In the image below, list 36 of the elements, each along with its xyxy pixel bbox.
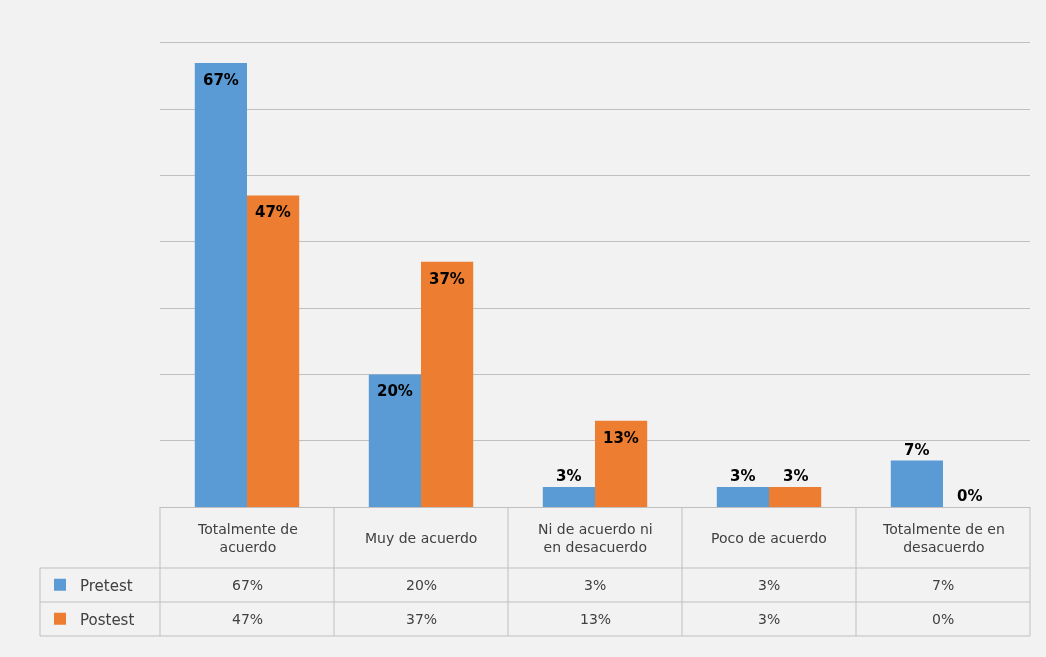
data-label: 7% xyxy=(932,577,955,593)
bar xyxy=(769,487,822,507)
text: 47% xyxy=(255,203,291,221)
x-tick-label: Poco de acuerdo xyxy=(711,530,827,546)
text: 3% xyxy=(730,467,756,485)
text: 7% xyxy=(904,441,930,459)
data-label: 0% xyxy=(932,611,955,627)
text: 0% xyxy=(957,487,983,505)
x-tick-label: Totalmente de acuerdo xyxy=(197,521,298,556)
data-label: 37% xyxy=(406,611,438,627)
bar xyxy=(421,261,474,507)
text: 3% xyxy=(556,467,582,485)
data-label: 3% xyxy=(758,611,781,627)
bar xyxy=(595,420,648,507)
bar xyxy=(368,374,421,507)
data-label: 13% xyxy=(580,611,612,627)
bar xyxy=(716,487,769,507)
text: 20% xyxy=(377,382,413,400)
text: 67% xyxy=(203,71,239,89)
x-tick-label: Totalmente de en desacuerdo xyxy=(882,521,1005,556)
legend-label: Postest xyxy=(80,610,135,629)
text: 13% xyxy=(603,429,639,447)
x-tick-label: Muy de acuerdo xyxy=(365,530,478,546)
bar xyxy=(542,487,595,507)
text: 37% xyxy=(429,270,465,288)
data-label: 3% xyxy=(758,577,781,593)
bar xyxy=(890,460,943,507)
x-tick-label: Ni de acuerdo ni en desacuerdo xyxy=(538,521,653,556)
legend-label: Pretest xyxy=(80,576,133,595)
data-label: 47% xyxy=(232,611,264,627)
bar xyxy=(247,195,300,507)
data-label: 67% xyxy=(232,577,264,593)
bar xyxy=(194,62,247,507)
text: 3% xyxy=(783,467,809,485)
data-label: 20% xyxy=(406,577,438,593)
data-label: 3% xyxy=(584,577,607,593)
